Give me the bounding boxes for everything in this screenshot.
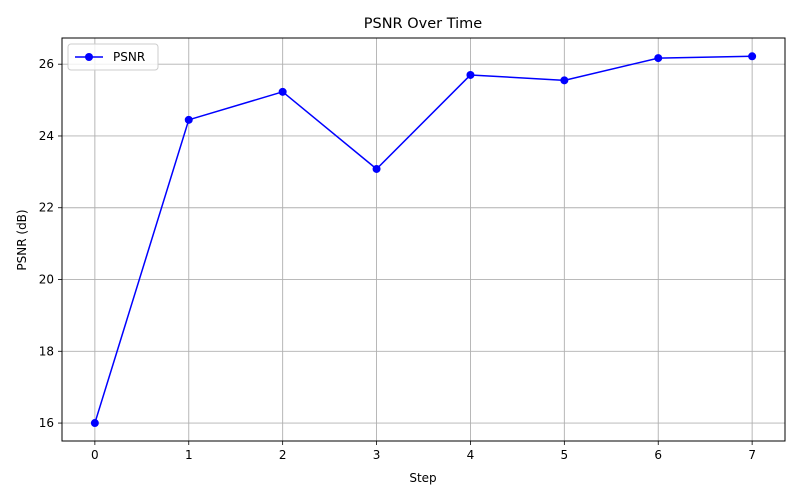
data-point <box>184 115 193 124</box>
data-point <box>654 54 663 63</box>
y-tick-label: 24 <box>39 129 54 143</box>
y-axis-ticks: 16 18 20 22 24 26 <box>39 57 62 430</box>
grid <box>62 38 785 441</box>
chart-title: PSNR Over Time <box>364 16 483 32</box>
y-axis-label: PSNR (dB) <box>15 209 29 270</box>
x-tick-label: 0 <box>91 448 99 462</box>
x-tick-label: 7 <box>748 448 756 462</box>
x-tick-label: 6 <box>654 448 662 462</box>
x-tick-label: 1 <box>185 448 193 462</box>
x-axis-ticks: 0 1 2 3 4 5 6 7 <box>91 441 756 462</box>
x-tick-label: 5 <box>561 448 569 462</box>
y-tick-label: 16 <box>39 416 54 430</box>
series-layer <box>90 52 757 428</box>
data-point <box>748 52 757 61</box>
y-tick-label: 18 <box>39 344 54 358</box>
legend-label: PSNR <box>113 50 145 64</box>
data-point <box>278 87 287 96</box>
data-point <box>372 164 381 173</box>
x-tick-label: 2 <box>279 448 287 462</box>
legend-box <box>67 43 159 71</box>
y-tick-label: 22 <box>39 201 54 215</box>
series-line <box>94 55 753 424</box>
x-tick-label: 4 <box>467 448 475 462</box>
data-point <box>560 76 569 85</box>
y-tick-label: 20 <box>39 273 54 287</box>
legend-marker-sample <box>85 53 93 61</box>
data-point <box>90 419 99 428</box>
plot-frame <box>61 37 786 442</box>
x-axis-label: Step <box>409 471 436 485</box>
y-tick-label: 26 <box>39 57 54 71</box>
data-point <box>466 70 475 79</box>
x-tick-label: 3 <box>373 448 381 462</box>
legend: PSNR <box>67 43 159 71</box>
